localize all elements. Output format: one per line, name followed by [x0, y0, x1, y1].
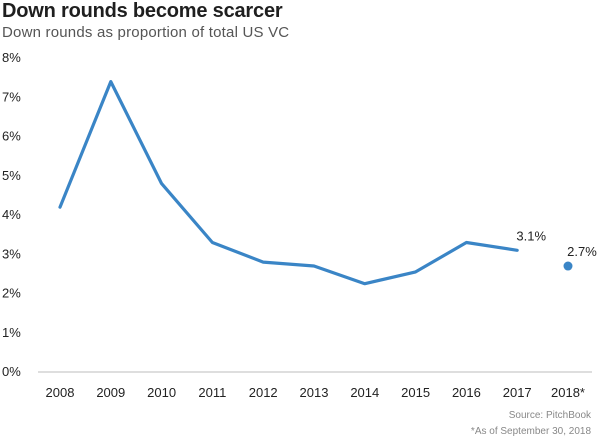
data-point-2018	[563, 261, 573, 271]
data-label: 3.1%	[516, 228, 546, 243]
chart-title: Down rounds become scarcer	[2, 0, 283, 22]
footnote: *As of September 30, 2018	[470, 426, 591, 437]
y-tick-label: 6%	[2, 129, 21, 144]
chart-subtitle: Down rounds as proportion of total US VC	[2, 24, 290, 41]
y-tick-label: 7%	[2, 89, 21, 104]
x-tick-label: 2010	[147, 385, 176, 400]
y-tick-label: 1%	[2, 325, 21, 340]
x-tick-label: 2016	[452, 385, 481, 400]
x-tick-label: 2011	[198, 385, 226, 400]
x-tick-label: 2009	[96, 385, 125, 400]
y-tick-label: 0%	[2, 364, 21, 379]
y-tick-label: 2%	[2, 286, 21, 301]
source-note: Source: PitchBook	[508, 410, 591, 421]
y-tick-label: 8%	[2, 50, 21, 65]
x-tick-label: 2013	[300, 385, 329, 400]
x-tick-label: 2015	[401, 385, 430, 400]
y-tick-label: 5%	[2, 168, 21, 183]
y-tick-label: 4%	[2, 207, 21, 222]
x-tick-label: 2018*	[551, 385, 585, 400]
series-line	[58, 79, 519, 286]
data-label: 2.7%	[567, 244, 597, 259]
x-tick-label: 2012	[249, 385, 278, 400]
y-tick-label: 3%	[2, 246, 21, 261]
x-tick-label: 2008	[46, 385, 75, 400]
x-tick-label: 2014	[350, 385, 379, 400]
x-tick-label: 2017	[503, 385, 532, 400]
